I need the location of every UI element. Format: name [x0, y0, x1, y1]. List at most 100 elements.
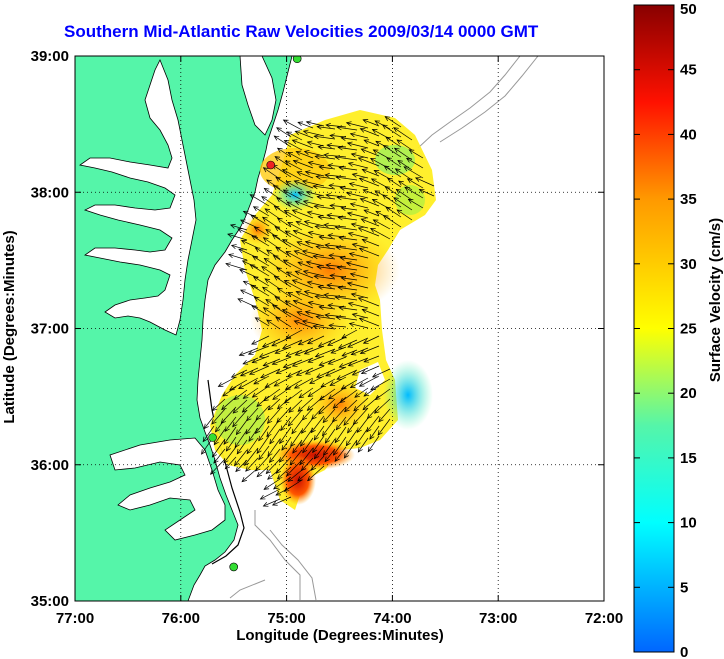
vector-arrowhead [396, 209, 403, 215]
vector-arrow [244, 447, 259, 466]
vector-arrowhead [350, 152, 357, 158]
vector-arrow [325, 366, 347, 377]
vector-arrow [268, 398, 281, 411]
vector-arrowhead [256, 401, 262, 407]
colorbar-tick-label: 5 [680, 579, 688, 596]
vector-arrow [222, 386, 237, 397]
vector-arrow [292, 357, 314, 367]
vector-arrow [275, 316, 292, 328]
vector-arrowhead [336, 125, 343, 131]
y-axis-label: Latitude (Degrees:Minutes) [1, 230, 18, 423]
vector-arrow [363, 119, 380, 127]
vector-arrow [397, 160, 413, 171]
vector-arrowhead [280, 425, 286, 432]
vector-arrowhead [324, 312, 330, 318]
vector-arrowhead [293, 250, 300, 255]
vector-arrow [285, 379, 303, 390]
vector-arrowhead [302, 199, 309, 205]
vector-arrow [336, 176, 358, 181]
colorbar-tick-label: 10 [680, 515, 697, 532]
vector-arrowhead [336, 375, 343, 380]
x-tick-label: 74:00 [373, 610, 411, 627]
vector-arrow [264, 258, 281, 270]
vector-arrowhead [306, 339, 313, 345]
vector-arrow [277, 147, 292, 158]
vector-arrowhead [384, 116, 391, 122]
vector-arrow [232, 409, 248, 427]
vector-arrowhead [232, 408, 239, 414]
vector-arrowhead [338, 363, 345, 368]
vector-arrowhead [274, 349, 281, 355]
vector-arrow [241, 467, 259, 482]
vector-arrowhead [361, 168, 368, 174]
vector-arrow [261, 266, 281, 280]
vector-arrowhead [292, 448, 298, 454]
vector-arrow [254, 296, 270, 307]
vector-arrow [331, 346, 347, 354]
vector-arrow [255, 317, 270, 327]
vector-arrowhead [340, 135, 347, 141]
vector-arrow [236, 419, 248, 435]
vector-arrowhead [273, 484, 279, 490]
vector-arrowhead [370, 228, 376, 233]
vector-arrow [347, 419, 358, 434]
vector-arrow [319, 358, 336, 366]
vector-arrow [336, 369, 358, 380]
vector-arrow [358, 227, 380, 237]
vector-arrow [359, 317, 380, 327]
vector-arrow [283, 359, 303, 368]
vector-arrow [252, 255, 270, 267]
vector-arrowhead [327, 360, 334, 365]
vector-arrowhead [318, 164, 325, 170]
vector-arrowhead [252, 276, 259, 282]
vector-arrowhead [287, 292, 293, 297]
chesapeake-bay [79, 59, 197, 336]
vector-arrowhead [336, 265, 343, 271]
station-marker [266, 160, 276, 170]
map-title: Southern Mid-Atlantic Raw Velocities 200… [64, 22, 539, 41]
vector-arrowhead [271, 234, 278, 240]
vector-arrow [276, 197, 292, 208]
vector-arrowhead [372, 219, 379, 225]
vector-arrowhead [346, 281, 353, 287]
vector-arrowhead [221, 404, 227, 411]
vector-arrowhead [335, 315, 342, 321]
vector-arrowhead [348, 252, 355, 257]
vector-arrowhead [329, 203, 335, 209]
vector-arrow [292, 209, 314, 219]
vector-arrowhead [301, 179, 308, 185]
vector-arrow [308, 385, 325, 397]
colorbar-tick-label: 50 [680, 1, 697, 18]
vector-arrowhead [238, 248, 244, 254]
vector-arrowhead [321, 430, 328, 437]
vector-arrowhead [284, 300, 291, 306]
vector-arrow [360, 345, 380, 354]
vector-arrowhead [225, 262, 231, 268]
vector-arrowhead [408, 149, 415, 155]
vector-arrowhead [345, 261, 352, 267]
colorbar-tick-label: 40 [680, 126, 697, 143]
vector-arrowhead [335, 175, 342, 181]
vector-arrow [203, 415, 215, 429]
vector-arrowhead [239, 371, 246, 377]
vector-arrow [339, 167, 358, 171]
vector-arrowhead [252, 255, 258, 261]
vector-arrowhead [242, 393, 249, 399]
vector-arrow [354, 387, 369, 398]
vector-arrow [296, 311, 314, 319]
vector-arrowhead [213, 439, 219, 446]
vector-arrow [224, 416, 237, 432]
vector-arrow [326, 124, 347, 128]
vector-arrowhead [316, 194, 323, 200]
vector-arrow [287, 222, 303, 231]
vector-arrowhead [264, 278, 271, 284]
vector-arrowhead [306, 405, 313, 411]
vector-arrow [311, 455, 325, 471]
vector-arrowhead [317, 284, 324, 290]
vector-arrow [316, 316, 336, 320]
vector-arrow [231, 244, 248, 251]
vector-arrow [302, 180, 325, 187]
vector-arrow [386, 157, 402, 168]
vector-arrowhead [281, 169, 288, 174]
